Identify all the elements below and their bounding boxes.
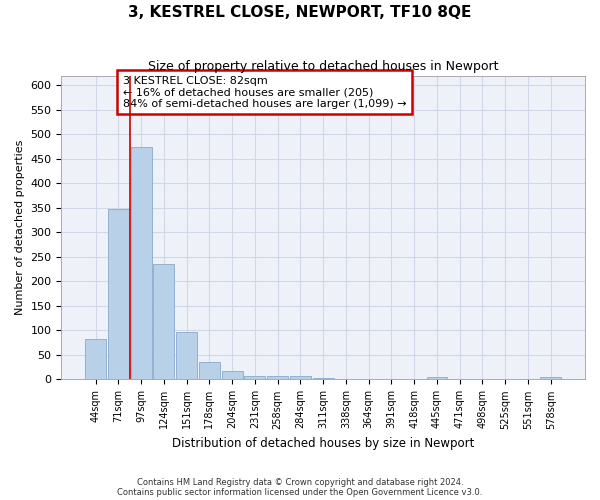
Bar: [540, 377, 561, 380]
Text: Contains HM Land Registry data © Crown copyright and database right 2024.
Contai: Contains HM Land Registry data © Crown c…: [118, 478, 482, 497]
Bar: [427, 377, 448, 380]
Bar: [176, 332, 197, 380]
Bar: [154, 264, 175, 380]
Bar: [85, 340, 106, 380]
X-axis label: Distribution of detached houses by size in Newport: Distribution of detached houses by size …: [172, 437, 475, 450]
Text: 3 KESTREL CLOSE: 82sqm
← 16% of detached houses are smaller (205)
84% of semi-de: 3 KESTREL CLOSE: 82sqm ← 16% of detached…: [123, 76, 407, 109]
Bar: [267, 376, 288, 380]
Bar: [244, 376, 265, 380]
Bar: [131, 146, 152, 380]
Bar: [108, 209, 129, 380]
Bar: [313, 378, 334, 380]
Y-axis label: Number of detached properties: Number of detached properties: [15, 140, 25, 315]
Bar: [199, 362, 220, 380]
Bar: [290, 376, 311, 380]
Title: Size of property relative to detached houses in Newport: Size of property relative to detached ho…: [148, 60, 499, 73]
Text: 3, KESTREL CLOSE, NEWPORT, TF10 8QE: 3, KESTREL CLOSE, NEWPORT, TF10 8QE: [128, 5, 472, 20]
Bar: [222, 371, 242, 380]
